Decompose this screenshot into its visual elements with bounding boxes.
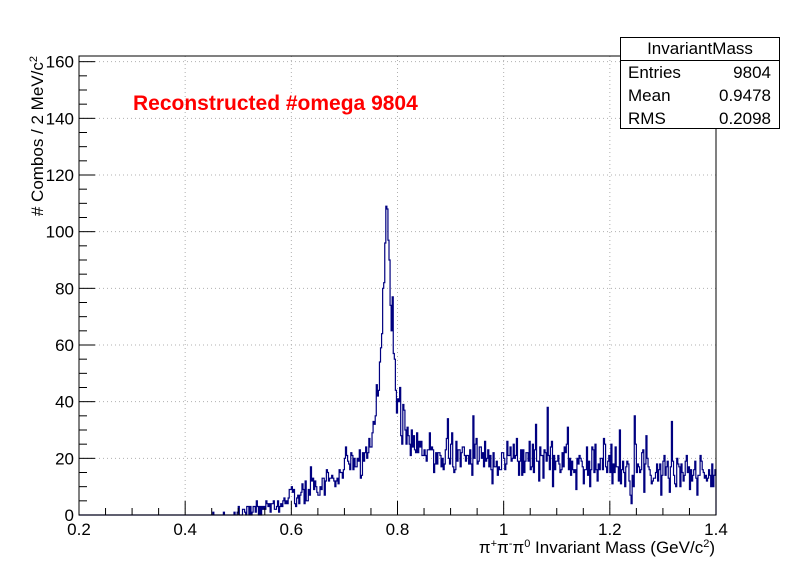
stats-value: 0.2098: [719, 109, 771, 128]
y-tick-label: 80: [55, 279, 74, 298]
stats-label: Mean: [628, 86, 671, 105]
y-tick-label: 140: [46, 109, 74, 128]
grid: [79, 56, 716, 515]
stats-value: 0.9478: [719, 86, 771, 105]
chart-annotation: Reconstructed #omega 9804: [133, 92, 418, 115]
y-tick-label: 100: [46, 223, 74, 242]
y-axis-title: # Combos / 2 MeV/c2: [28, 56, 47, 216]
stats-title: InvariantMass: [621, 38, 779, 61]
x-tick-label: 1.4: [704, 520, 728, 539]
x-tick-label: 1: [499, 520, 508, 539]
stats-row-rms: RMS 0.2098: [621, 107, 779, 130]
y-tick-label: 0: [65, 506, 74, 525]
x-tick-label: 0.2: [67, 520, 91, 539]
stats-label: Entries: [628, 63, 681, 82]
x-tick-label: 0.6: [280, 520, 304, 539]
y-tick-label: 60: [55, 336, 74, 355]
x-tick-label: 1.2: [598, 520, 622, 539]
stats-row-mean: Mean 0.9478: [621, 84, 779, 107]
stats-value: 9804: [733, 63, 771, 82]
y-tick-label: 160: [46, 53, 74, 72]
y-tick-label: 120: [46, 166, 74, 185]
histogram-series: [79, 205, 717, 516]
x-tick-label: 0.4: [173, 520, 197, 539]
x-tick-label: 0.8: [386, 520, 410, 539]
axes: 0.2 0.4 0.6 0.8 1 1.2 1.4 0 20 40 60 80 100 120 140 160: [46, 53, 728, 539]
y-tick-label: 20: [55, 449, 74, 468]
y-tick-label: 40: [55, 393, 74, 412]
stats-box: InvariantMass Entries 9804 Mean 0.9478 R…: [620, 37, 780, 129]
x-axis-title: π+π-π0 Invariant Mass (GeV/c2): [479, 538, 715, 557]
histogram-line: [79, 205, 717, 516]
stats-row-entries: Entries 9804: [621, 61, 779, 84]
stats-label: RMS: [628, 109, 666, 128]
